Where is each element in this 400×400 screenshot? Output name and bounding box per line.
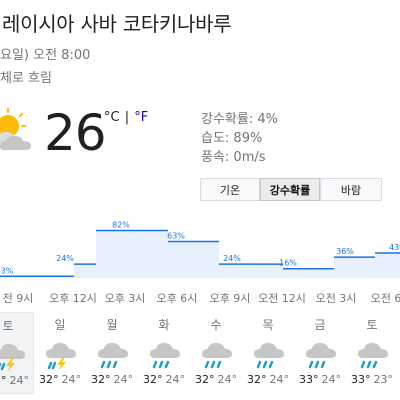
fahrenheit-unit[interactable]: °F — [134, 110, 149, 125]
tab-temperature[interactable]: 기온 — [200, 178, 260, 201]
chart-data-label: 63% — [167, 231, 185, 240]
timeline-tick: 오후 6시 — [156, 292, 198, 305]
forecast-temps: 32°24° — [242, 373, 294, 386]
chart-data-label: 43% — [389, 243, 400, 252]
chart-data-label: 24% — [223, 254, 241, 263]
timeline-tick: 오전 3시 — [315, 292, 357, 305]
rain-cloud-icon — [356, 338, 390, 372]
forecast-high: 32° — [195, 373, 215, 386]
forecast-day[interactable]: 일 32° 24° — [34, 312, 86, 394]
forecast-temps: 32°24° — [86, 373, 138, 386]
forecast-low: 24° — [61, 373, 82, 386]
forecast-high: 33° — [351, 373, 371, 386]
forecast-day-name: 수 — [210, 318, 222, 332]
weather-condition: 체로 흐림 — [0, 71, 52, 86]
tab-precipitation[interactable]: 강수확률 — [260, 178, 320, 201]
forecast-temps: 32°24° — [138, 373, 190, 386]
forecast-day-name: 화 — [158, 318, 170, 332]
rain-cloud-icon — [148, 338, 182, 372]
chart-data-label: 3% — [1, 266, 14, 275]
forecast-temps: 32°24° — [0, 374, 33, 387]
current-temperature: 26 — [44, 104, 107, 162]
precipitation-stat: 강수확률: 4% — [201, 112, 278, 127]
forecast-high: 32° — [143, 373, 163, 386]
chart-data-label: 24% — [56, 254, 74, 263]
forecast-low: 24° — [269, 373, 290, 386]
forecast-low: 24° — [9, 374, 30, 387]
forecast-day[interactable]: 목 32° 24° — [242, 312, 294, 394]
rain-cloud-icon — [96, 338, 130, 372]
celsius-unit[interactable]: °C — [104, 110, 120, 125]
location-title: 레이시아 사바 코타키나바루 — [2, 12, 232, 36]
chart-data-label: 82% — [112, 220, 130, 229]
forecast-day[interactable]: 금 33° 24° — [294, 312, 346, 394]
forecast-day-name: 토 — [2, 319, 14, 333]
forecast-day-name: 목 — [262, 318, 274, 332]
chart-area — [0, 230, 400, 278]
forecast-low: 24° — [321, 373, 342, 386]
forecast-day-name: 금 — [314, 318, 326, 332]
forecast-high: 33° — [299, 373, 319, 386]
forecast-low: 23° — [373, 373, 394, 386]
thunderstorm-icon — [44, 338, 78, 372]
unit-separator: | — [124, 110, 130, 125]
forecast-day[interactable]: 토 33° 23° — [346, 312, 398, 394]
partly-cloudy-sun-icon — [0, 108, 38, 156]
rain-cloud-icon — [252, 338, 286, 372]
rain-cloud-icon — [304, 338, 338, 372]
wind-stat: 풍속: 0m/s — [201, 150, 266, 165]
timeline-tick: 오전 12시 — [258, 292, 306, 305]
timeline-tick: 오후 12시 — [49, 292, 97, 305]
forecast-day-name: 토 — [366, 318, 378, 332]
timeline-tick: 오전 6 — [370, 292, 400, 305]
chart-data-label: 16% — [279, 259, 297, 268]
forecast-temps: 32°24° — [34, 373, 86, 386]
forecast-day-name: 월 — [106, 318, 118, 332]
tab-wind[interactable]: 바람 — [320, 178, 382, 201]
unit-toggle: °C | °F — [104, 110, 148, 125]
humidity-stat: 습도: 89% — [201, 131, 263, 146]
forecast-low: 24° — [113, 373, 134, 386]
forecast-temps: 32°24° — [190, 373, 242, 386]
timeline-tick: 오후 3시 — [104, 292, 146, 305]
forecast-day-name: 일 — [54, 318, 66, 332]
precipitation-chart: 3% 24% 82% 63% 24% 16% 36% 43% — [0, 220, 400, 278]
forecast-temps: 33° 24° — [294, 373, 346, 386]
forecast-day[interactable]: 토 32°24° — [0, 312, 34, 394]
forecast-high: 32° — [0, 374, 7, 387]
forecast-high: 32° — [247, 373, 267, 386]
chart-data-label: 36% — [336, 247, 354, 256]
forecast-low: 24° — [165, 373, 186, 386]
forecast-low: 24° — [217, 373, 238, 386]
forecast-day[interactable]: 화 32° 24° — [138, 312, 190, 394]
forecast-day[interactable]: 월 32° 24° — [86, 312, 138, 394]
forecast-day[interactable]: 수 32° 24° — [190, 312, 242, 394]
forecast-high: 32° — [39, 373, 59, 386]
forecast-high: 32° — [91, 373, 111, 386]
timeline-tick: 오후 9시 — [209, 292, 251, 305]
thunderstorm-icon — [0, 339, 27, 373]
forecast-temps: 33° 23° — [346, 373, 398, 386]
timeline-tick: 전 9시 — [2, 292, 34, 305]
rain-cloud-icon — [200, 338, 234, 372]
date-time: 요일) 오전 8:00 — [0, 48, 91, 63]
